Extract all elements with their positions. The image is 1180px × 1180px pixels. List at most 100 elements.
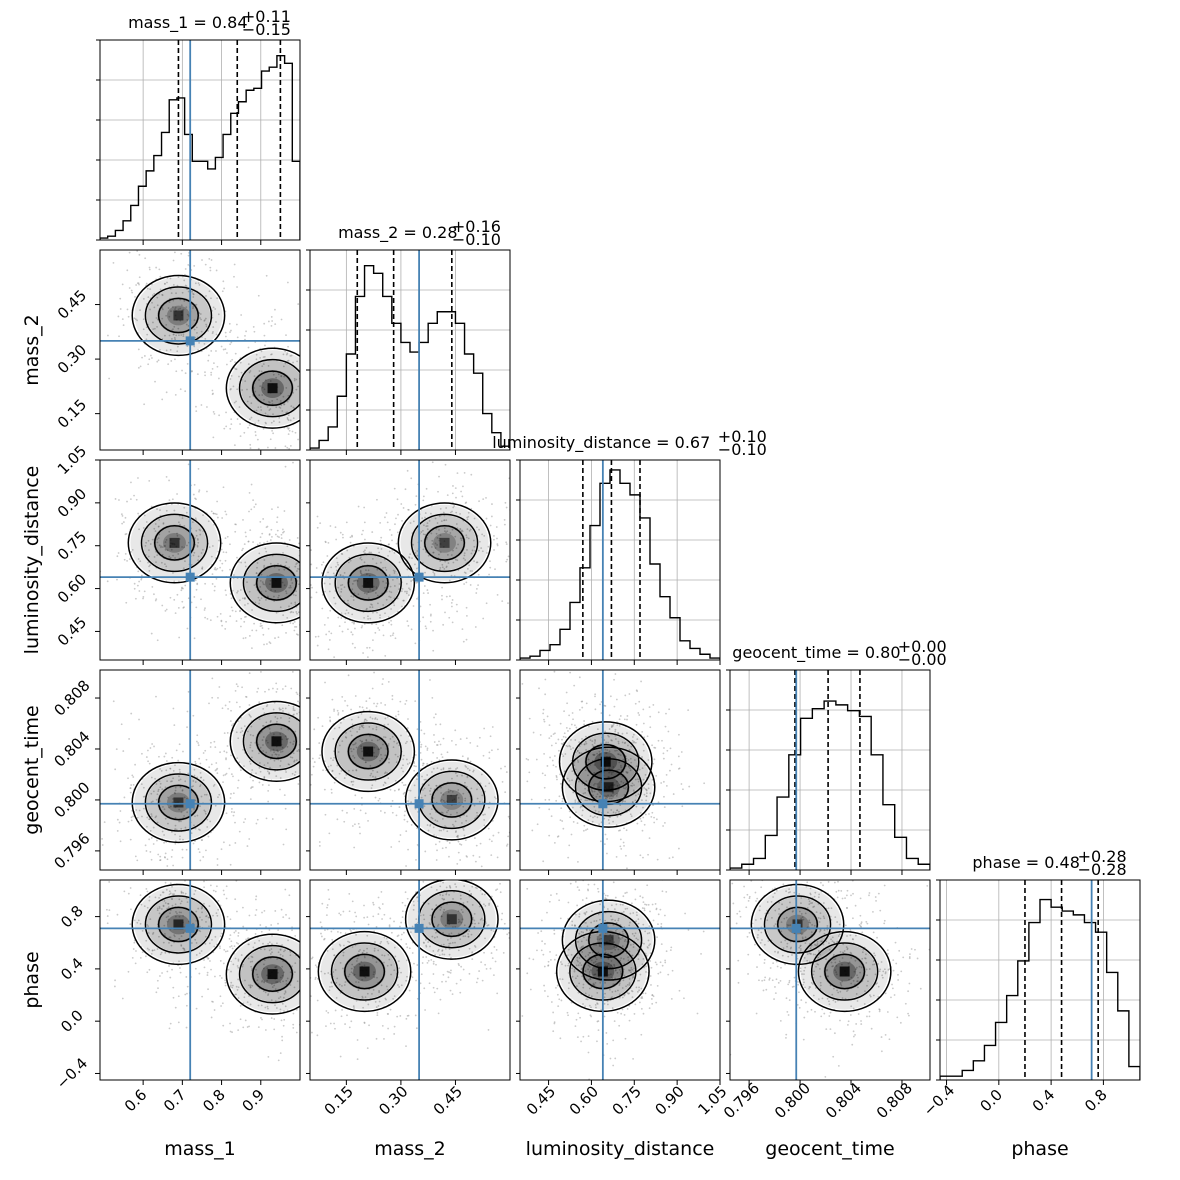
sample-point xyxy=(477,584,479,587)
sample-point xyxy=(240,954,243,956)
sample-point xyxy=(172,996,175,999)
sample-point xyxy=(585,829,587,831)
sample-point xyxy=(274,533,277,536)
panel-frame xyxy=(99,459,301,661)
sample-point xyxy=(360,741,363,743)
contour xyxy=(131,274,226,357)
sample-point xyxy=(358,705,361,708)
sample-point xyxy=(229,615,232,618)
sample-point xyxy=(353,846,356,849)
sample-point xyxy=(243,996,246,999)
sample-point xyxy=(368,697,371,700)
sample-point xyxy=(457,834,459,837)
sample-point xyxy=(476,561,479,564)
sample-point xyxy=(281,707,284,710)
sample-point xyxy=(139,922,142,925)
sample-point xyxy=(155,815,158,818)
sample-point xyxy=(504,765,506,768)
sample-point xyxy=(264,412,267,415)
density-peak xyxy=(173,919,184,930)
sample-point xyxy=(128,251,131,254)
sample-point xyxy=(440,753,443,756)
sample-point xyxy=(645,799,648,802)
sample-point xyxy=(350,595,353,598)
sample-point xyxy=(350,631,353,634)
sample-point xyxy=(202,779,205,782)
sample-point xyxy=(274,1000,277,1003)
sample-point xyxy=(423,585,426,587)
sample-point xyxy=(396,597,399,600)
sample-point xyxy=(268,941,271,944)
x-tick-label: 0.8 xyxy=(199,1086,229,1116)
sample-point xyxy=(169,976,172,979)
sample-point xyxy=(327,768,330,771)
sample-point xyxy=(311,637,313,639)
sample-point xyxy=(258,602,261,605)
sample-point xyxy=(385,569,388,571)
sample-point xyxy=(279,733,282,735)
sample-point xyxy=(263,334,266,337)
sample-point xyxy=(413,769,416,772)
sample-point xyxy=(571,806,574,809)
sample-point xyxy=(672,793,675,795)
sample-point xyxy=(281,1039,284,1042)
sample-point xyxy=(311,762,313,764)
sample-point xyxy=(242,906,244,909)
sample-point xyxy=(459,528,462,531)
sample-point xyxy=(546,715,549,718)
sample-point xyxy=(371,606,374,609)
sample-point xyxy=(479,842,482,845)
sample-point xyxy=(224,773,227,776)
sample-point xyxy=(280,716,282,719)
sample-point xyxy=(142,795,145,798)
sample-point xyxy=(396,531,399,534)
sample-point xyxy=(282,971,285,974)
sample-point xyxy=(171,780,173,783)
sample-point xyxy=(614,730,617,733)
sample-point xyxy=(323,351,325,353)
sample-point xyxy=(259,406,262,408)
sample-point xyxy=(620,764,622,767)
sample-point xyxy=(172,871,174,873)
sample-point xyxy=(151,949,154,952)
sample-point xyxy=(143,355,146,357)
sample-point xyxy=(578,708,581,711)
sample-point xyxy=(426,749,429,751)
sample-point xyxy=(95,830,97,832)
sample-point xyxy=(213,783,216,786)
sample-point xyxy=(201,567,203,570)
sample-point xyxy=(393,487,396,490)
sample-point xyxy=(234,361,236,364)
sample-point xyxy=(195,498,197,501)
sample-point xyxy=(283,950,285,953)
sample-point xyxy=(292,417,295,420)
sample-point xyxy=(207,916,210,919)
sample-point xyxy=(324,681,326,684)
sample-point xyxy=(496,593,499,596)
sample-point xyxy=(415,866,417,868)
sample-point xyxy=(569,745,572,748)
sample-point xyxy=(224,981,227,984)
sample-point xyxy=(148,480,151,482)
sample-point xyxy=(145,282,148,285)
sample-point xyxy=(438,829,441,832)
sample-point xyxy=(329,661,331,663)
sample-point xyxy=(342,910,345,913)
sample-point xyxy=(329,716,331,719)
contour xyxy=(410,513,479,573)
sample-point xyxy=(167,796,169,799)
sample-point xyxy=(179,902,182,905)
sample-point xyxy=(129,923,132,926)
sample-point xyxy=(352,596,355,598)
sample-point xyxy=(222,774,225,777)
sample-point xyxy=(174,828,177,830)
sample-point xyxy=(283,794,286,797)
sample-point xyxy=(157,537,160,539)
sample-point xyxy=(311,948,313,950)
sample-point xyxy=(414,807,417,810)
sample-point xyxy=(206,818,209,821)
sample-point xyxy=(214,308,217,310)
sample-point xyxy=(253,584,256,587)
sample-point xyxy=(171,338,173,340)
sample-point xyxy=(267,688,270,691)
